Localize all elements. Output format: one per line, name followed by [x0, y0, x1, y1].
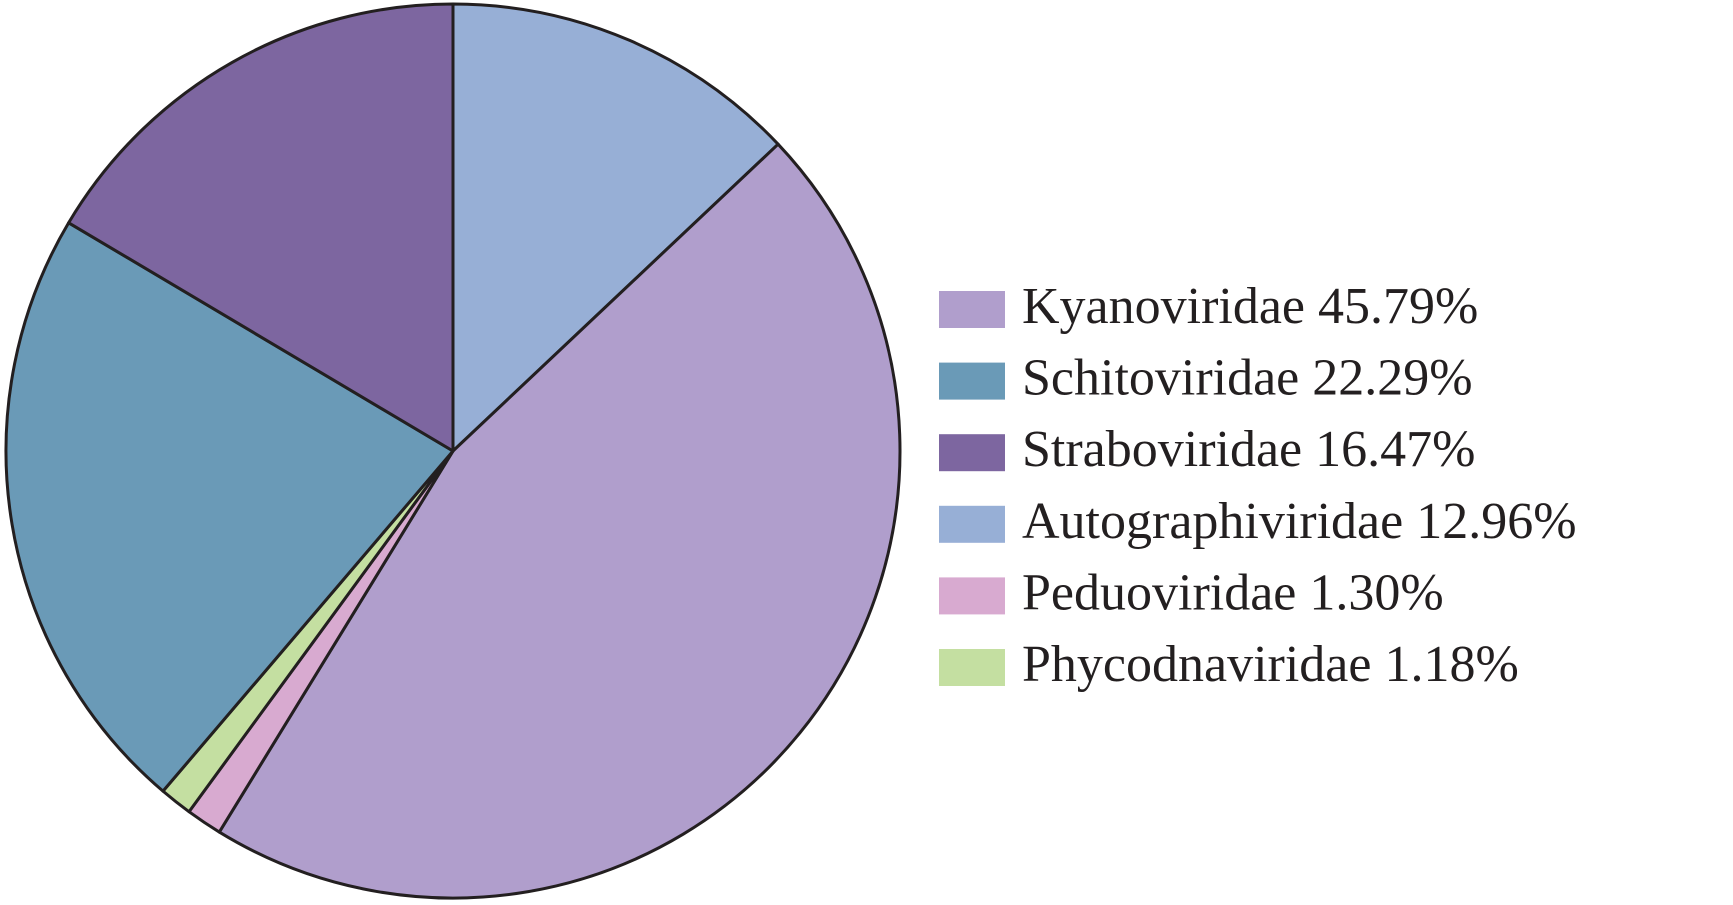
pie-slice: [217, 142, 902, 900]
legend-name: Schitoviridae: [1022, 350, 1299, 407]
legend-label: Kyanoviridae 45.79%: [1022, 278, 1478, 335]
pie-slice: [67, 2, 455, 453]
legend-name: Phycodnaviridae: [1022, 636, 1371, 693]
legend-label: Phycodnaviridae 1.18%: [1022, 636, 1519, 693]
legend-name: Peduoviridae: [1022, 564, 1296, 621]
legend-value: 12.96%: [1416, 493, 1576, 550]
legend-label: Autographiviridae 12.96%: [1022, 493, 1577, 550]
legend-value: 16.47%: [1315, 421, 1475, 478]
legend-swatch: [939, 291, 1005, 328]
legend-value: 1.18%: [1384, 636, 1518, 693]
legend-label: Peduoviridae 1.30%: [1022, 564, 1444, 621]
legend-label: Schitoviridae 22.29%: [1022, 350, 1473, 407]
legend-label: Straboviridae 16.47%: [1022, 421, 1475, 478]
legend-swatch: [939, 362, 1005, 400]
legend-name: Straboviridae: [1022, 421, 1302, 478]
legend-value: 1.30%: [1309, 564, 1443, 621]
legend-swatch: [939, 577, 1005, 615]
legend-value: 45.79%: [1318, 278, 1478, 335]
pie-slice: [4, 221, 455, 793]
legend-swatch: [939, 649, 1005, 686]
legend-swatch: [939, 505, 1005, 543]
legend-value: 22.29%: [1312, 350, 1472, 407]
legend-swatch: [939, 434, 1005, 472]
pie-slice: [451, 2, 780, 453]
legend-name: Kyanoviridae: [1022, 278, 1305, 335]
legend-name: Autographiviridae: [1022, 493, 1403, 550]
